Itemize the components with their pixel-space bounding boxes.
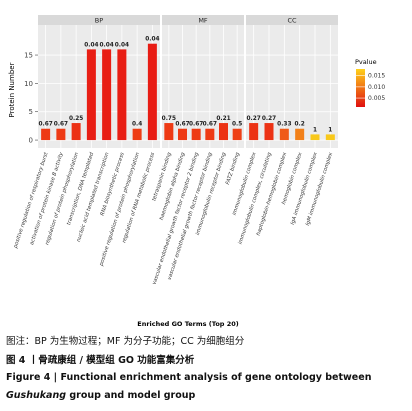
bar	[71, 123, 81, 141]
bar-annotation: 0.27	[247, 116, 261, 122]
y-tick-label: 5	[29, 108, 33, 116]
bar-annotation: 0.67	[175, 122, 189, 128]
x-axis-title: Enriched GO Terms (Top 20)	[137, 320, 238, 328]
y-tick-label: 15	[24, 52, 33, 60]
caption-note: 图注：BP 为生物过程；MF 为分子功能；CC 为细胞组分	[6, 336, 245, 347]
bar-annotation: 0.04	[115, 42, 129, 48]
chart: Protein Number Enriched GO Terms (Top 20…	[8, 15, 385, 328]
bar-annotation: 0.25	[69, 116, 83, 122]
bar	[264, 123, 274, 141]
bar-annotation: 0.4	[132, 122, 142, 128]
bar-annotation: 0.04	[145, 37, 159, 43]
bar-annotation: 0.04	[84, 42, 98, 48]
bar-annotation: 0.67	[54, 122, 68, 128]
bar	[295, 128, 305, 141]
bar-annotation: 0.33	[277, 122, 291, 128]
bar-annotation: 1	[328, 127, 332, 133]
bar-annotation: 0.21	[216, 116, 230, 122]
caption-title-en-2: Gushukang group and model group	[6, 390, 195, 401]
caption-rest: group and model group	[66, 390, 196, 401]
facet-title: BP	[95, 17, 103, 25]
bar	[147, 43, 157, 141]
bar	[164, 123, 174, 141]
y-tick-label: 0	[29, 137, 33, 145]
caption-title-en: Figure 4 | Functional enrichment analysi…	[6, 372, 372, 383]
bar	[56, 128, 66, 141]
colorbar	[356, 69, 365, 107]
bar	[279, 128, 289, 141]
bar	[102, 49, 112, 141]
bar-annotation: 0.04	[99, 42, 113, 48]
bar	[205, 128, 215, 141]
bar	[41, 128, 51, 141]
bar	[191, 128, 201, 141]
bar	[178, 128, 187, 141]
panel-strip	[246, 15, 338, 25]
panel-strip	[38, 15, 160, 25]
bar-annotation: 1	[313, 127, 317, 133]
bar-annotation: 0.75	[162, 116, 176, 122]
bar-annotation: 0.2	[295, 122, 305, 128]
legend-title: Pvalue	[355, 58, 377, 66]
panel-bg	[38, 25, 160, 148]
facet-title: MF	[198, 17, 208, 25]
colorbar-label: 0.015	[368, 73, 385, 80]
colorbar-label: 0.005	[368, 95, 385, 102]
bar-annotation: 0.5	[232, 122, 242, 128]
panel-bg	[162, 25, 244, 148]
bar-annotation: 0.27	[262, 116, 276, 122]
bar	[232, 128, 242, 141]
bar	[325, 134, 335, 141]
y-tick-label: 10	[24, 80, 33, 88]
bar	[219, 123, 228, 141]
panel-strip	[162, 15, 244, 25]
panel-bg	[246, 25, 338, 148]
bar-annotation: 0.67	[203, 122, 217, 128]
x-tick-label: FATZ binding	[225, 151, 241, 185]
caption-italic: Gushukang	[6, 390, 67, 401]
facet-title: CC	[287, 17, 297, 25]
caption-title-cn: 图 4 丨骨疏康组 / 模型组 GO 功能富集分析	[6, 355, 195, 366]
bar-annotation: 0.67	[189, 122, 203, 128]
bar	[117, 49, 127, 141]
bar	[86, 49, 96, 141]
y-axis-title: Protein Number	[8, 62, 16, 117]
bar	[132, 128, 142, 141]
bar	[310, 134, 320, 141]
bar-annotation: 0.67	[38, 122, 52, 128]
bar	[249, 123, 259, 141]
colorbar-label: 0.010	[368, 84, 385, 91]
